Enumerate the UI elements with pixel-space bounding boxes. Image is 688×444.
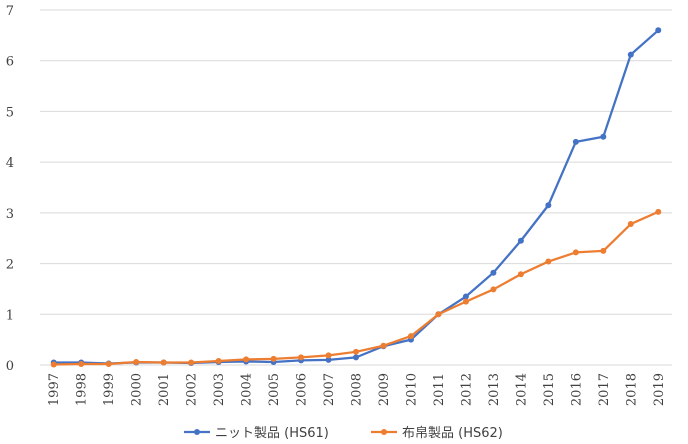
series-2-point (353, 348, 359, 355)
series-1-point (627, 51, 634, 58)
y-tick-label: 2 (6, 258, 14, 273)
series-2-point (572, 249, 579, 256)
y-tick-label: 7 (6, 4, 14, 19)
legend-swatch-marker (194, 429, 200, 435)
x-tick-label: 2017 (597, 373, 612, 406)
x-tick-label: 2008 (350, 373, 365, 406)
x-tick-label: 2013 (487, 373, 502, 406)
series-2-line (52, 210, 660, 366)
x-tick-label: 2012 (459, 373, 474, 406)
y-tick-label: 6 (6, 55, 14, 70)
series-1-point (325, 356, 332, 363)
legend-item-1: ニット製品 (HS61) (184, 426, 329, 441)
series-1-point (545, 202, 552, 209)
y-tick-label: 3 (6, 207, 14, 222)
series-2-point (50, 361, 57, 368)
legend-label: 布帛製品 (HS62) (402, 425, 503, 441)
x-tick-label: 2001 (157, 373, 172, 406)
series-2-point (380, 342, 387, 349)
series-2-point (600, 247, 607, 254)
x-tick-label: 2011 (432, 373, 447, 406)
legend-label: ニット製品 (HS61) (215, 426, 329, 441)
y-tick-label: 0 (6, 359, 14, 374)
x-tick-label: 2007 (322, 373, 337, 406)
y-tick-label: 5 (6, 105, 14, 120)
series-2-point (78, 360, 85, 367)
x-tick-label: 2000 (130, 373, 145, 406)
series-2-point (215, 357, 222, 364)
series-1-point (600, 133, 607, 140)
series-2-point (160, 359, 167, 366)
series-2-point (655, 208, 662, 215)
x-tick-label: 2018 (624, 373, 639, 406)
series-1-line (52, 29, 660, 365)
series-2-point (435, 311, 442, 318)
x-tick-label: 2019 (652, 373, 667, 406)
x-tick-label: 2006 (295, 373, 310, 406)
x-tick-label: 2016 (569, 373, 584, 406)
series-2-point (325, 352, 332, 359)
x-axis: 1997 1998 1999 2000 2001 2002 2003 2004 2005 2006… (47, 373, 667, 406)
series-2-point (133, 358, 140, 365)
x-tick-label: 2010 (404, 373, 419, 406)
series-1-point (462, 293, 469, 300)
series-2-point (105, 360, 112, 367)
series-2-point (627, 221, 634, 228)
legend: ニット製品 (HS61) 布帛製品 (HS62) (184, 425, 503, 441)
x-tick-label: 2003 (212, 373, 227, 406)
series-1-point (655, 27, 662, 34)
x-tick-label: 2005 (267, 373, 282, 406)
series-2-point (462, 298, 469, 305)
x-tick-label: 2015 (542, 373, 557, 406)
series-2-point (517, 271, 524, 278)
series-2-point (407, 333, 414, 340)
series-1 (50, 27, 662, 367)
series-1-point (490, 269, 497, 276)
y-axis: 0 1 2 3 4 5 6 7 (6, 4, 14, 374)
series-2 (50, 208, 662, 368)
series-2-point (188, 359, 195, 366)
x-tick-label: 2014 (514, 373, 529, 406)
y-tick-label: 1 (6, 308, 14, 323)
series-2-point (298, 354, 305, 361)
series-2-point (270, 355, 277, 362)
series-2-point (545, 258, 552, 265)
y-tick-label: 4 (6, 156, 14, 171)
x-tick-label: 1998 (75, 373, 90, 406)
series-1-point (572, 138, 579, 145)
x-tick-label: 2004 (240, 373, 255, 406)
x-tick-label: 2009 (377, 373, 392, 406)
series-1-point (517, 237, 524, 244)
x-tick-label: 1999 (102, 373, 117, 406)
series-1-point (353, 354, 359, 361)
series-group (50, 27, 662, 368)
x-tick-label: 1997 (47, 373, 62, 406)
legend-swatch-marker (381, 429, 387, 435)
legend-item-2: 布帛製品 (HS62) (371, 425, 503, 441)
x-tick-label: 2002 (185, 373, 200, 406)
series-2-point (243, 356, 250, 363)
gridlines (40, 9, 672, 315)
series-2-point (490, 286, 497, 293)
